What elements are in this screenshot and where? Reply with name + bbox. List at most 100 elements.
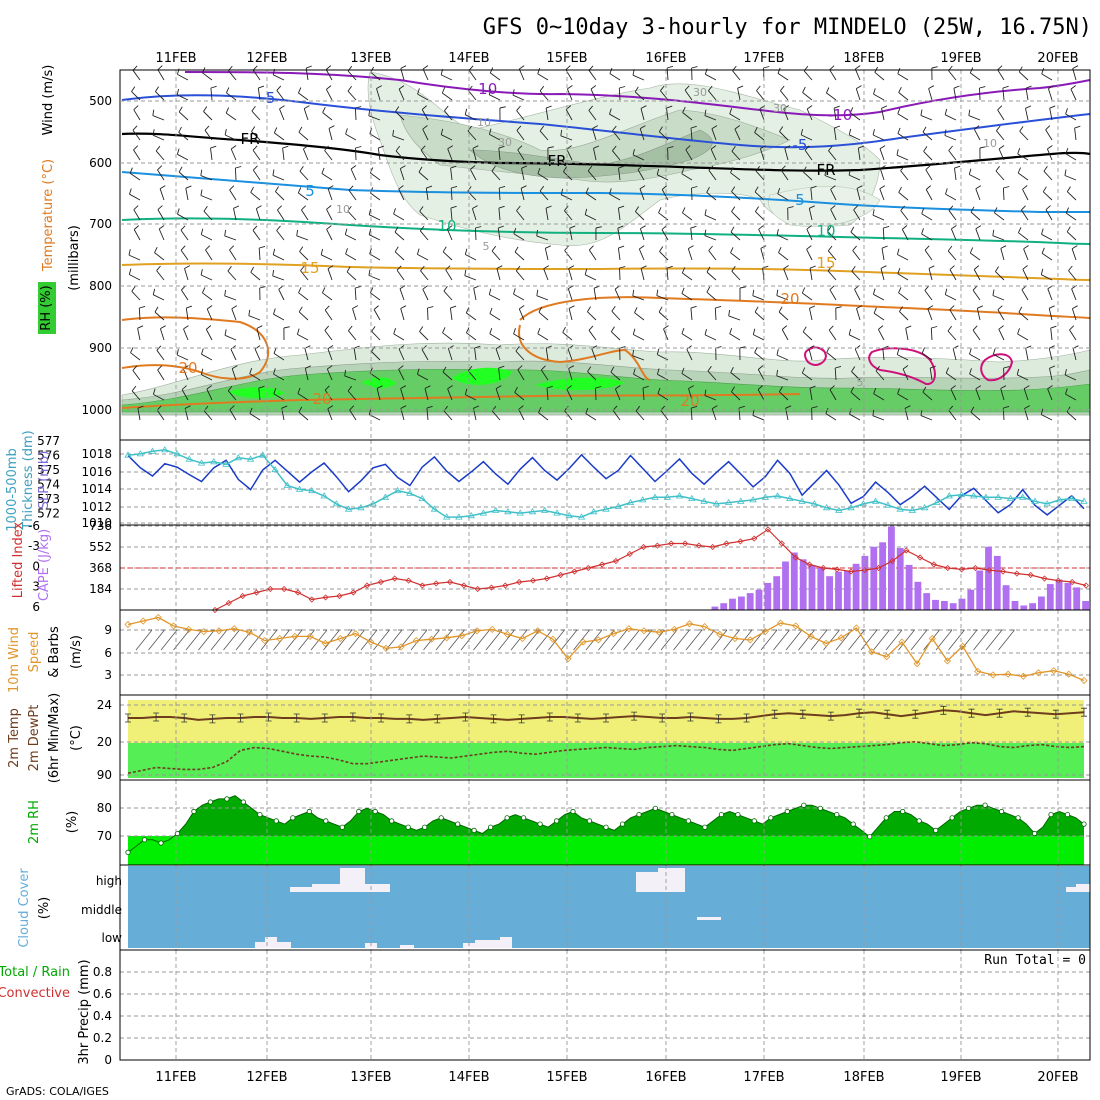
wind-marker bbox=[792, 622, 800, 630]
wind-barb bbox=[464, 269, 477, 281]
thickness-marker bbox=[700, 497, 708, 504]
wind-barb bbox=[273, 127, 285, 141]
wind-marker bbox=[852, 624, 860, 632]
wind-barb bbox=[178, 126, 189, 141]
wind-barb bbox=[673, 629, 690, 651]
thickness-marker bbox=[320, 492, 328, 499]
li-marker bbox=[695, 542, 702, 549]
temp-errorbar bbox=[687, 712, 694, 722]
wind-barb bbox=[784, 145, 791, 161]
wind-barb bbox=[1000, 385, 1007, 401]
wind-barb bbox=[855, 85, 862, 101]
wind-barb bbox=[485, 629, 503, 651]
thickness-marker bbox=[896, 505, 904, 512]
wind-barb bbox=[442, 327, 453, 341]
rh-marker bbox=[603, 824, 609, 830]
wind-barb bbox=[754, 346, 765, 361]
cape-bar bbox=[773, 576, 781, 610]
pressure-tick: 800 bbox=[89, 279, 112, 293]
rh-marker bbox=[570, 808, 576, 815]
cape-bar bbox=[967, 589, 975, 610]
wind-barb bbox=[345, 248, 357, 261]
wind-barb bbox=[200, 169, 213, 181]
wind-barb bbox=[205, 325, 213, 341]
wind-barb bbox=[995, 266, 1005, 281]
wind-barb bbox=[371, 346, 381, 361]
wind-barb bbox=[540, 365, 549, 381]
slp-tick: 1016 bbox=[81, 465, 112, 479]
wind-barb bbox=[447, 145, 454, 161]
li-marker bbox=[682, 540, 689, 547]
wind-barb bbox=[180, 245, 189, 261]
wind-barb bbox=[754, 186, 765, 201]
wind-barb bbox=[754, 306, 765, 321]
rh-marker bbox=[916, 818, 922, 824]
date-label-top: 18FEB bbox=[843, 51, 884, 66]
wind-barb bbox=[873, 387, 885, 401]
cloud-high-patch-8 bbox=[1076, 884, 1090, 892]
wind-barb bbox=[447, 385, 453, 401]
wind-barb bbox=[881, 105, 888, 121]
wind-marker bbox=[974, 667, 982, 675]
temp-errorbar bbox=[771, 709, 778, 719]
wind-marker bbox=[215, 627, 223, 635]
wind-barb bbox=[426, 405, 433, 421]
wind-barb bbox=[423, 629, 440, 651]
li-marker bbox=[391, 575, 398, 582]
thickness-marker bbox=[369, 500, 377, 507]
wind-marker bbox=[594, 636, 602, 644]
thickness-line bbox=[127, 449, 1085, 518]
wind-barb bbox=[778, 386, 789, 401]
wind-barb bbox=[632, 328, 645, 341]
side-label-temp2m-c: (6hr Min/Max) bbox=[47, 693, 62, 783]
li-tick: 0 bbox=[32, 559, 40, 573]
wind-barb bbox=[467, 365, 477, 381]
wind-barb bbox=[303, 105, 310, 121]
wind-barb bbox=[925, 165, 933, 181]
thickness-marker bbox=[786, 494, 794, 501]
wind-barb bbox=[498, 205, 505, 221]
wind-barb bbox=[924, 285, 933, 301]
wind-barb bbox=[658, 126, 669, 141]
li-marker bbox=[986, 567, 993, 574]
thickness-marker bbox=[1018, 493, 1027, 500]
cloud-high-patch-5 bbox=[636, 872, 658, 892]
wind-barb bbox=[737, 85, 744, 101]
wind-barb bbox=[1071, 245, 1078, 261]
li-marker bbox=[640, 543, 647, 551]
wind-barb bbox=[898, 86, 909, 101]
wind-barb bbox=[224, 289, 237, 301]
wind-barb bbox=[618, 165, 625, 181]
wind-barb bbox=[201, 287, 213, 301]
contour-label: 5 bbox=[305, 182, 315, 200]
wind-barb bbox=[897, 388, 909, 401]
wind-barb bbox=[248, 309, 261, 321]
date-label-bottom: 16FEB bbox=[645, 1070, 686, 1085]
precip-tick: 0 bbox=[104, 1053, 112, 1067]
wind-barb bbox=[296, 328, 309, 341]
wind-barb bbox=[1070, 85, 1077, 101]
wind-barb bbox=[396, 265, 405, 281]
date-label-bottom: 18FEB bbox=[843, 1070, 884, 1085]
wind-barb bbox=[512, 89, 525, 101]
thickness-tick: 572 bbox=[37, 507, 60, 521]
li-marker bbox=[294, 589, 302, 596]
wind-barb bbox=[567, 285, 574, 301]
wind-marker bbox=[625, 625, 633, 633]
wind-barb bbox=[798, 629, 815, 651]
wind-barb bbox=[544, 245, 551, 261]
contour-labels: -10 -10 -5 -5 FR FR FR 5 5 10 10 15 15 20 20 20 20 30 30 30… bbox=[178, 80, 997, 410]
thickness-marker bbox=[614, 502, 623, 509]
wind-barb bbox=[488, 128, 501, 141]
wind-barb bbox=[183, 325, 189, 341]
li-marker bbox=[322, 594, 329, 601]
wind-barb bbox=[856, 305, 863, 321]
li-marker bbox=[364, 582, 371, 589]
wind-barb bbox=[851, 266, 861, 281]
wind-barb bbox=[354, 106, 362, 121]
wind-barb bbox=[444, 105, 453, 121]
cape-bar bbox=[1046, 584, 1054, 610]
rh-marker bbox=[224, 796, 230, 802]
thickness-marker bbox=[920, 504, 929, 511]
wind-barb bbox=[427, 306, 434, 321]
